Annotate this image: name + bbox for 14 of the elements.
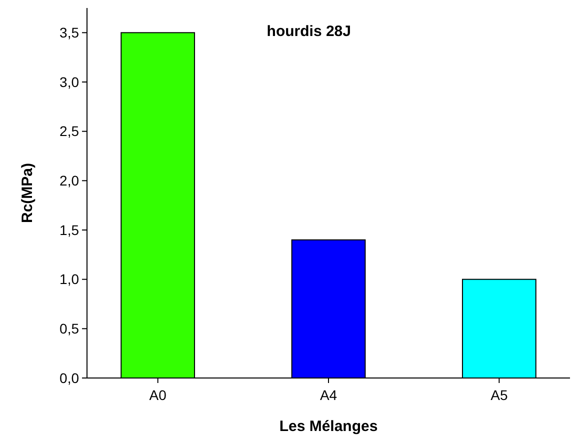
y-tick-label: 1,0 [60, 271, 80, 288]
y-tick-label: 0,5 [60, 320, 80, 337]
x-tick-label: A0 [149, 387, 167, 403]
y-tick-label: 1,5 [60, 222, 80, 238]
x-tick-label: A4 [320, 387, 338, 403]
x-tick-label: A5 [490, 387, 508, 403]
x-axis-title: Les Mélanges [279, 418, 378, 435]
y-tick-label: 0,0 [60, 370, 80, 386]
y-tick-label: 2,5 [60, 123, 80, 140]
y-tick-label: 3,0 [60, 74, 80, 90]
y-tick-label: 3,5 [60, 24, 80, 41]
y-axis-title: Rc(MPa) [19, 162, 36, 224]
text: hourdis 28J [266, 23, 352, 40]
y-tick-label: 2,0 [60, 172, 80, 189]
